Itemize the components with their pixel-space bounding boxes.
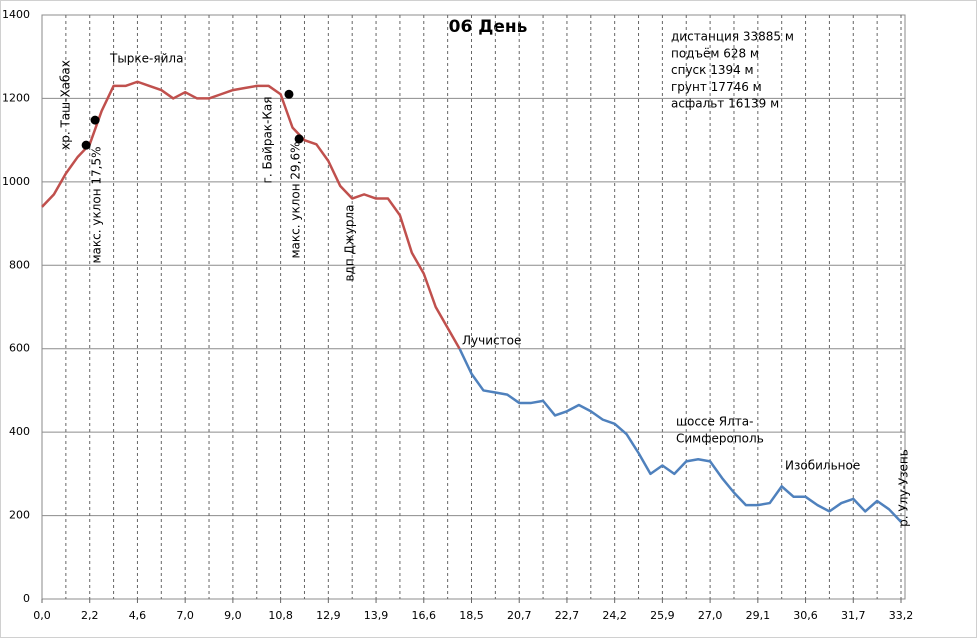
x-tick-label: 33,2 <box>889 609 914 622</box>
x-tick-label: 25,9 <box>650 609 675 622</box>
y-tick-label: 0 <box>23 592 30 605</box>
x-tick-label: 12,9 <box>316 609 341 622</box>
x-tick-label: 2,2 <box>81 609 99 622</box>
x-tick-label: 16,6 <box>412 609 437 622</box>
annotation: Симферополь <box>676 432 764 446</box>
y-tick-label: 200 <box>9 509 30 522</box>
slope-marker <box>90 115 100 125</box>
slope-marker <box>294 134 304 144</box>
x-tick-label: 22,7 <box>555 609 580 622</box>
slope-marker <box>81 140 91 150</box>
x-tick-label: 13,9 <box>364 609 389 622</box>
x-tick-label: 31,7 <box>841 609 866 622</box>
x-tick-label: 4,6 <box>129 609 147 622</box>
annotation: шоссе Ялта- <box>676 415 753 429</box>
x-tick-label: 10,8 <box>268 609 293 622</box>
annotation: хр. Таш-Хабах <box>59 60 73 150</box>
elevation-line <box>41 80 461 350</box>
y-tick-label: 1000 <box>2 175 30 188</box>
x-tick-label: 27,0 <box>698 609 723 622</box>
annotation: вдп Джурла <box>343 205 357 282</box>
y-tick-label: 1400 <box>2 8 30 21</box>
annotation: Тырке-яйла <box>109 52 183 66</box>
annotation: макс. уклон 17,5% <box>90 146 104 263</box>
slope-marker <box>284 89 294 99</box>
stat-line: асфальт 16139 м <box>671 97 779 111</box>
stat-line: спуск 1394 м <box>671 63 754 77</box>
x-tick-label: 0,0 <box>33 609 51 622</box>
stat-line: дистанция 33885 м <box>671 30 794 44</box>
x-tick-label: 7,0 <box>176 609 194 622</box>
y-tick-label: 600 <box>9 342 30 355</box>
y-tick-label: 1200 <box>2 91 30 104</box>
x-tick-label: 30,6 <box>793 609 818 622</box>
stat-line: грунт 17746 м <box>671 80 762 94</box>
elevation-line <box>458 348 902 523</box>
y-tick-label: 400 <box>9 425 30 438</box>
annotation: макс. уклон 29,6% <box>289 141 303 258</box>
annotation: Лучистое <box>462 334 521 348</box>
x-tick-label: 29,1 <box>746 609 771 622</box>
x-tick-label: 9,0 <box>224 609 242 622</box>
x-tick-label: 20,7 <box>507 609 532 622</box>
annotation: г. Байрак-Кая <box>261 97 275 184</box>
stat-line: подъём 628 м <box>671 46 759 60</box>
annotation: р. Улу-Узень <box>897 449 911 527</box>
annotation: Изобильное <box>785 459 860 473</box>
y-tick-label: 800 <box>9 258 30 271</box>
x-tick-label: 24,2 <box>602 609 627 622</box>
x-tick-label: 18,5 <box>459 609 484 622</box>
chart-title: 06 День <box>449 17 528 37</box>
